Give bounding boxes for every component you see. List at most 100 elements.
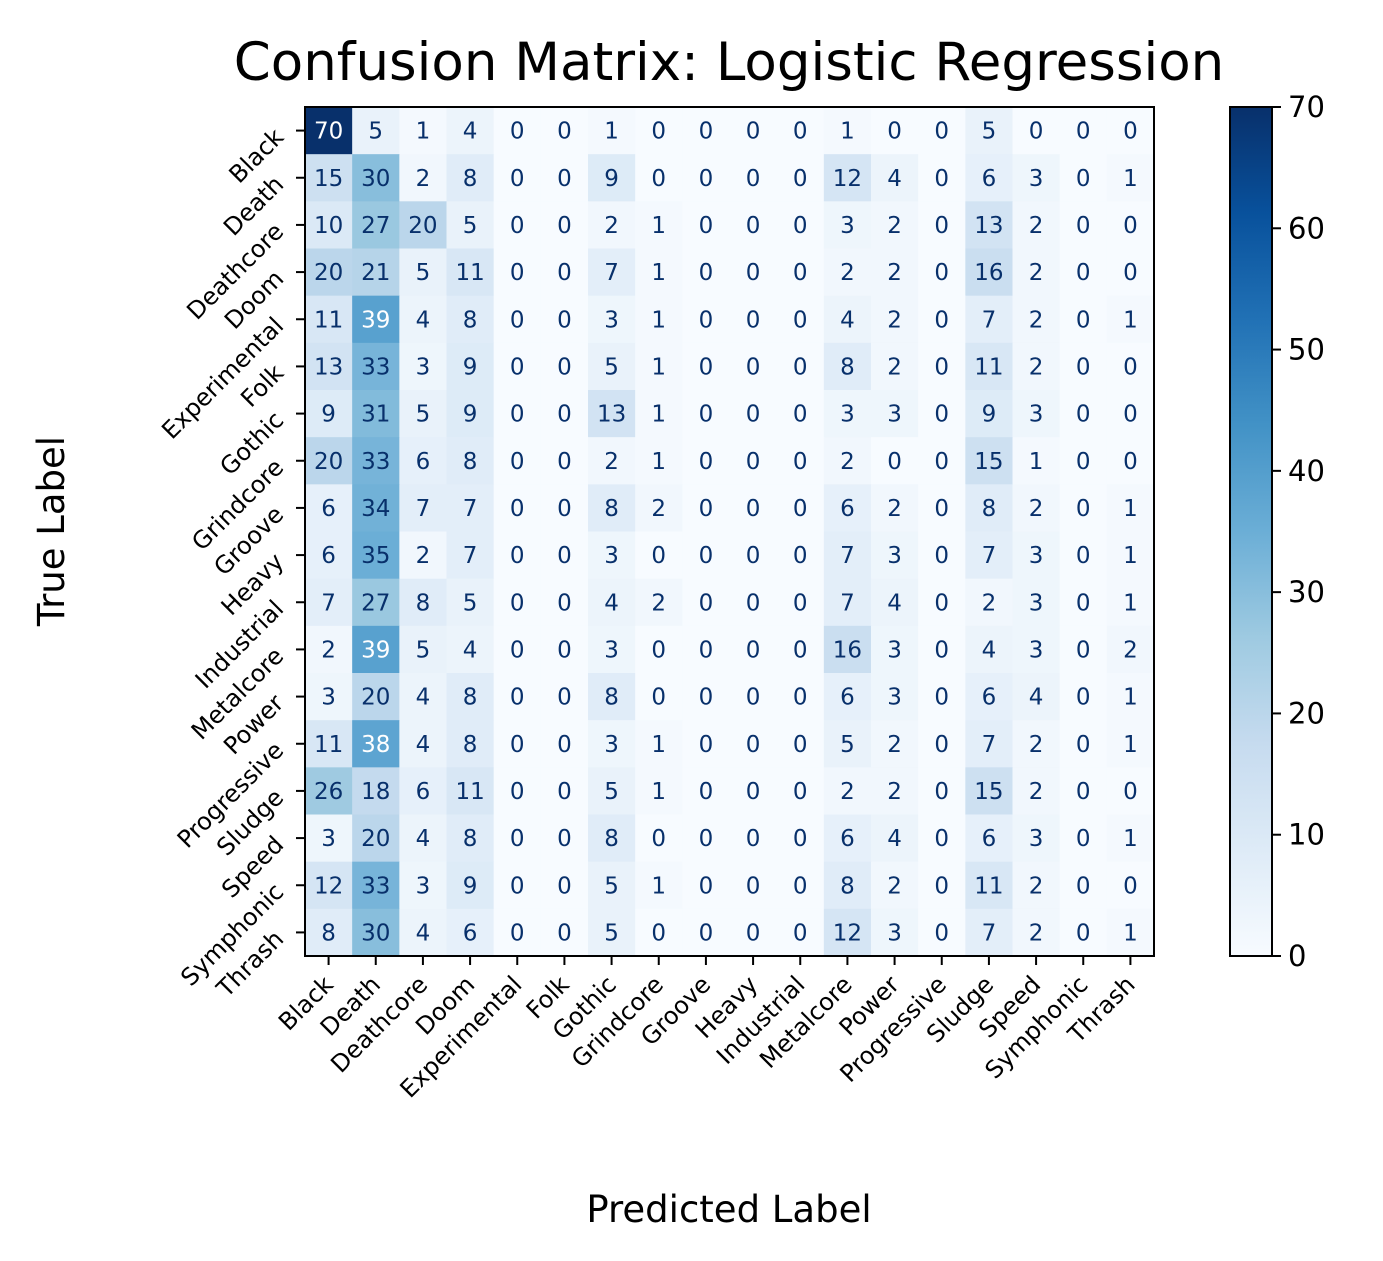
cell-value-label: 0 — [793, 685, 808, 711]
heatmap-cell — [823, 578, 872, 627]
heatmap-cell — [399, 673, 447, 721]
cell-value-label: 7 — [982, 920, 997, 946]
colorbar-tick-label: 20 — [1288, 696, 1325, 730]
cell-value-label: 0 — [557, 732, 572, 758]
heatmap-cell — [918, 578, 966, 627]
heatmap-cell — [729, 673, 778, 721]
heatmap-cell — [399, 861, 447, 910]
heatmap-cell — [352, 578, 400, 627]
heatmap-cell — [1012, 531, 1061, 580]
cell-value-label: 2 — [840, 449, 855, 475]
cell-value-label: 1 — [1123, 590, 1138, 616]
cell-value-label: 0 — [934, 920, 949, 946]
cell-value-label: 3 — [321, 826, 336, 852]
heatmap-cell — [729, 578, 778, 627]
colorbar-ticks: 0 10 20 30 40 50 60 70 — [1272, 90, 1325, 973]
heatmap-cell — [965, 814, 1013, 863]
heatmap-cell — [776, 484, 825, 532]
heatmap-cell — [682, 814, 730, 863]
heatmap-cell — [871, 767, 919, 815]
heatmap-cell — [823, 767, 872, 815]
cell-value-label: 0 — [510, 307, 525, 333]
cell-value-label: 3 — [1029, 590, 1044, 616]
heatmap-cell — [399, 625, 447, 674]
cell-value-label: 5 — [416, 260, 431, 286]
cell-value-label: 13 — [974, 213, 1003, 239]
heatmap-cell — [493, 908, 542, 957]
cell-value-label: 70 — [314, 119, 343, 145]
cell-value-label: 8 — [463, 449, 478, 475]
cell-value-label: 9 — [463, 873, 478, 899]
heatmap-cell — [635, 295, 683, 344]
cell-value-label: 8 — [604, 685, 619, 711]
cell-value-label: 0 — [510, 213, 525, 239]
cell-value-label: 0 — [746, 354, 761, 380]
cell-value-label: 0 — [510, 732, 525, 758]
cell-value-label: 6 — [982, 166, 997, 192]
cell-value-label: 4 — [416, 685, 431, 711]
cell-value-label: 0 — [1123, 402, 1138, 428]
cell-value-label: 0 — [1076, 826, 1091, 852]
cell-value-label: 0 — [557, 590, 572, 616]
cell-value-label: 6 — [840, 826, 855, 852]
heatmap-cell — [1012, 767, 1061, 815]
heatmap-cell — [965, 437, 1013, 485]
cell-value-label: 0 — [1123, 213, 1138, 239]
cell-value-label: 0 — [510, 402, 525, 428]
cell-value-label: 12 — [314, 873, 343, 899]
cell-value-label: 3 — [887, 543, 902, 569]
cell-value-label: 1 — [651, 402, 666, 428]
heatmap-cell — [918, 531, 966, 580]
heatmap-cell — [871, 673, 919, 721]
cell-value-label: 5 — [982, 119, 997, 145]
cell-value-label: 15 — [974, 449, 1003, 475]
cell-value-label: 6 — [840, 685, 855, 711]
heatmap-cell — [540, 201, 589, 249]
cell-value-label: 4 — [416, 732, 431, 758]
heatmap-cell — [776, 390, 825, 438]
heatmap-cell — [305, 673, 353, 721]
heatmap-cell — [588, 201, 636, 249]
cell-value-label: 2 — [840, 260, 855, 286]
heatmap-cell — [305, 248, 353, 297]
cell-value-label: 3 — [887, 402, 902, 428]
x-axis-title: Predicted Label — [586, 1188, 871, 1231]
heatmap-cell — [352, 390, 400, 438]
colorbar-tick-label: 0 — [1288, 939, 1306, 973]
heatmap-cell — [588, 295, 636, 344]
cell-value-label: 0 — [557, 166, 572, 192]
heatmap-cell — [540, 861, 589, 910]
cell-value-label: 0 — [557, 496, 572, 522]
heatmap-cell — [305, 390, 353, 438]
heatmap-cell — [776, 908, 825, 957]
cell-value-label: 0 — [746, 685, 761, 711]
cell-value-label: 1 — [651, 307, 666, 333]
heatmap-cell — [399, 201, 447, 249]
heatmap-cell — [823, 625, 872, 674]
cell-value-label: 0 — [1076, 779, 1091, 805]
cell-value-label: 0 — [699, 119, 714, 145]
heatmap-cell — [871, 814, 919, 863]
heatmap-cell — [446, 390, 495, 438]
cell-value-label: 0 — [934, 685, 949, 711]
heatmap-cell — [965, 720, 1013, 768]
heatmap-cell — [540, 342, 589, 391]
heatmap-cell — [1059, 390, 1108, 438]
cell-value-label: 2 — [651, 590, 666, 616]
heatmap-cell — [1106, 720, 1155, 768]
heatmap-cell — [776, 578, 825, 627]
cell-value-label: 0 — [1123, 779, 1138, 805]
cell-value-label: 0 — [557, 920, 572, 946]
heatmap-cell — [540, 437, 589, 485]
heatmap-cell — [918, 437, 966, 485]
cell-value-label: 9 — [463, 402, 478, 428]
heatmap-cell — [588, 107, 636, 155]
cell-value-label: 1 — [1029, 449, 1044, 475]
heatmap-cell — [871, 107, 919, 155]
cell-value-label: 0 — [934, 449, 949, 475]
cell-value-label: 30 — [361, 166, 390, 192]
cell-value-label: 0 — [887, 119, 902, 145]
heatmap-cell — [493, 861, 542, 910]
cell-value-label: 10 — [314, 213, 343, 239]
heatmap-cell — [446, 248, 495, 297]
